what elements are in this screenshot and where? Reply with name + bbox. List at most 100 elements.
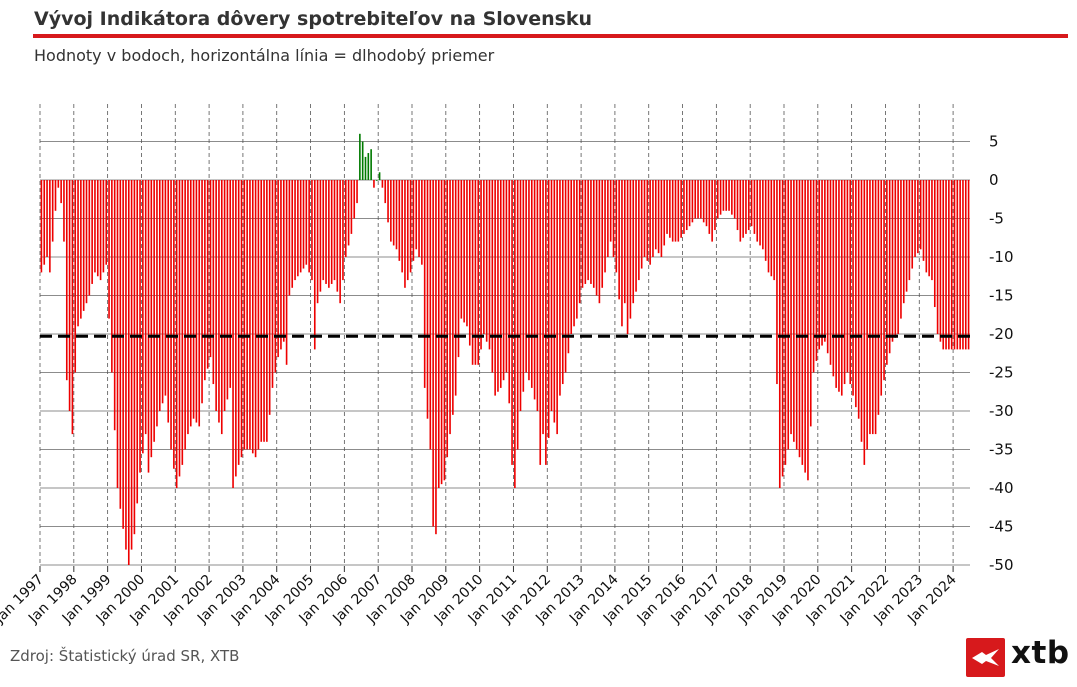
bar <box>908 180 911 281</box>
bar <box>330 180 333 284</box>
bar <box>223 180 226 411</box>
bar <box>508 180 511 404</box>
bar <box>491 180 494 373</box>
bar <box>494 180 496 396</box>
bar <box>156 180 158 427</box>
bar <box>621 180 623 327</box>
bar <box>153 180 155 442</box>
bar <box>702 180 705 223</box>
bar <box>181 180 184 465</box>
bar <box>108 180 110 319</box>
bar <box>511 180 513 465</box>
bar <box>649 180 651 265</box>
bar <box>809 180 812 427</box>
bar <box>635 180 637 292</box>
bar <box>130 180 133 550</box>
bar <box>375 180 378 181</box>
bar <box>57 180 60 188</box>
bar <box>776 180 778 385</box>
bar <box>49 180 51 273</box>
bar <box>598 180 601 304</box>
bar <box>745 180 747 234</box>
bar <box>835 180 837 388</box>
bar <box>691 180 694 223</box>
bar <box>714 180 716 231</box>
bar <box>195 180 198 423</box>
bar <box>356 180 358 204</box>
bar <box>105 180 108 265</box>
bar <box>857 180 860 419</box>
bar <box>612 180 615 257</box>
bar <box>43 180 46 265</box>
y-tick-label: -35 <box>989 441 1014 459</box>
bar <box>863 180 866 465</box>
bar <box>936 180 939 334</box>
bar <box>587 180 589 281</box>
bar <box>167 180 170 423</box>
bar <box>922 180 925 261</box>
bar <box>353 180 356 219</box>
bar <box>446 180 449 458</box>
bar <box>384 180 387 204</box>
bar <box>51 180 54 242</box>
bar <box>570 180 573 334</box>
y-tick-label: -10 <box>989 248 1014 266</box>
bar <box>559 180 561 396</box>
bar <box>956 180 959 350</box>
bar <box>778 180 781 488</box>
bar <box>677 180 680 242</box>
bar <box>471 180 474 365</box>
bar <box>556 180 558 435</box>
bar <box>466 180 468 327</box>
bar <box>111 180 113 373</box>
bar <box>697 180 699 219</box>
bar <box>626 180 629 334</box>
bar <box>728 180 730 211</box>
bar <box>804 180 806 473</box>
bar <box>415 180 418 250</box>
bar <box>790 180 792 435</box>
bar <box>299 180 302 273</box>
bar <box>846 180 849 373</box>
bar <box>274 180 277 373</box>
bar <box>747 180 750 231</box>
bar <box>319 180 322 292</box>
bar <box>756 180 759 242</box>
bar <box>266 180 268 442</box>
bar <box>781 180 784 477</box>
bar <box>316 180 319 304</box>
bar <box>178 180 181 477</box>
bar <box>561 180 564 385</box>
bar <box>328 180 330 288</box>
bar <box>674 180 677 242</box>
bar <box>942 180 945 350</box>
bar <box>525 180 527 373</box>
bar <box>102 180 105 273</box>
bar <box>127 180 130 565</box>
bar <box>251 180 254 454</box>
bar <box>629 180 632 319</box>
bar <box>285 180 288 365</box>
bar <box>454 180 457 396</box>
bar <box>387 180 389 223</box>
bar <box>209 180 212 358</box>
bar <box>824 180 826 342</box>
bar <box>948 180 950 350</box>
bar <box>243 180 246 450</box>
bar <box>254 180 257 458</box>
bar <box>305 180 308 265</box>
bar <box>564 180 567 373</box>
bar <box>671 180 674 242</box>
bar <box>539 180 542 465</box>
bar <box>125 180 127 550</box>
bar <box>595 180 598 296</box>
bar <box>928 180 930 277</box>
bar <box>426 180 429 419</box>
bar <box>277 180 279 358</box>
bar <box>869 180 871 435</box>
bar <box>325 180 327 284</box>
bar <box>716 180 719 219</box>
y-tick-label: -45 <box>989 518 1014 536</box>
bar <box>855 180 857 408</box>
bar <box>654 180 657 250</box>
